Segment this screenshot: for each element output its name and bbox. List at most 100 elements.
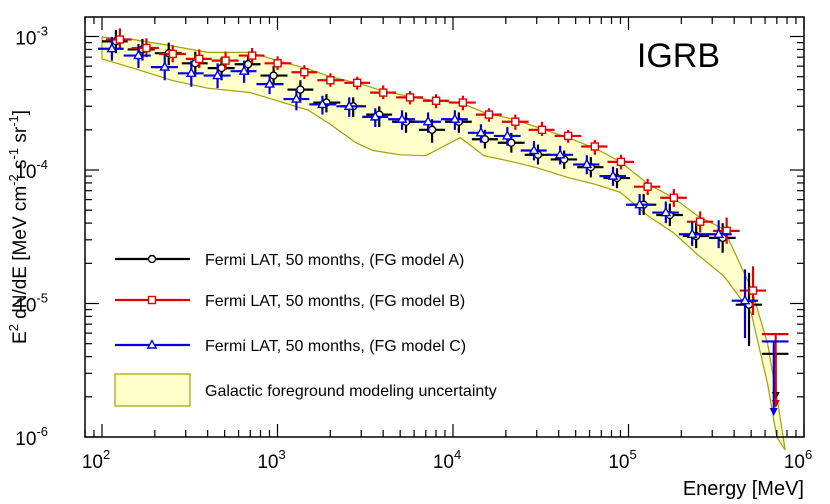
data-point xyxy=(300,68,309,77)
data-point xyxy=(217,63,226,73)
x-tick-label-exponent: 4 xyxy=(454,447,461,462)
data-point xyxy=(554,148,566,159)
y-axis-label: E2 dN/dE [MeV cm-2 s-1 sr-1] xyxy=(6,110,31,344)
y-tick-label-base: 10 xyxy=(15,296,36,317)
x-tick-label: 102 xyxy=(82,447,110,473)
data-point xyxy=(296,85,305,94)
data-point xyxy=(528,144,540,155)
data-point xyxy=(269,71,278,80)
data-point xyxy=(563,131,573,141)
upper-limit-c xyxy=(761,340,789,416)
data-point xyxy=(581,158,593,169)
data-point xyxy=(458,98,468,107)
upper-limit-arrow xyxy=(769,408,778,416)
data-point xyxy=(590,142,600,151)
y-tick-label-exponent: -4 xyxy=(36,157,48,172)
x-tick-label-exponent: 2 xyxy=(103,447,110,462)
x-tick-label: 106 xyxy=(784,447,812,473)
x-tick-label-base: 10 xyxy=(608,452,629,473)
y-tick-label: 10-6 xyxy=(15,424,48,450)
legend-entry-3: Fermi LAT, 50 months, (FG model C) xyxy=(115,338,466,355)
y-tick-label: 10-3 xyxy=(15,24,48,50)
data-point xyxy=(713,228,725,238)
data-point xyxy=(507,138,516,147)
y-axis-label-exponent: -1 xyxy=(6,148,21,160)
data-point xyxy=(264,78,275,88)
x-tick-label-exponent: 6 xyxy=(805,447,812,462)
data-point xyxy=(484,110,494,119)
data-point xyxy=(748,286,758,295)
data-point xyxy=(480,135,490,144)
data-point xyxy=(185,67,197,78)
series-c xyxy=(98,37,758,339)
legend-entry-2: Fermi LAT, 50 months, (FG model B) xyxy=(115,293,465,310)
data-point xyxy=(195,54,204,64)
data-point xyxy=(511,117,520,126)
data-point xyxy=(634,198,646,209)
data-point xyxy=(537,125,547,135)
data-point xyxy=(369,110,381,121)
data-point xyxy=(343,100,355,111)
data-point xyxy=(238,65,250,75)
series-b xyxy=(106,28,766,316)
data-point xyxy=(396,113,408,123)
x-tick-label-exponent: 3 xyxy=(278,447,285,462)
x-tick-label: 104 xyxy=(433,447,461,473)
data-point xyxy=(427,125,437,135)
y-axis-label-text: s xyxy=(10,159,31,174)
legend-entry-4: Galactic foreground modeling uncertainty xyxy=(114,373,497,407)
y-axis-label-exponent: 2 xyxy=(6,324,21,331)
legend-label: Galactic foreground modeling uncertainty xyxy=(205,383,497,400)
legend-box xyxy=(114,373,191,407)
chart-title: IGRB xyxy=(637,37,720,75)
y-tick-label: 10-4 xyxy=(15,157,48,183)
data-point xyxy=(142,43,151,53)
y-axis-label-text: sr xyxy=(10,126,31,148)
y-tick-label-exponent: -6 xyxy=(36,424,48,439)
data-point xyxy=(326,76,335,85)
y-tick-label-base: 10 xyxy=(15,29,36,50)
y-tick-label-base: 10 xyxy=(15,429,36,450)
data-point xyxy=(247,51,257,60)
y-axis-label-text: E xyxy=(10,331,31,344)
data-point xyxy=(695,217,705,226)
data-point xyxy=(422,115,434,126)
data-point xyxy=(290,93,302,103)
y-axis-label-exponent: -1 xyxy=(6,115,21,127)
legend-label: Fermi LAT, 50 months, (FG model A) xyxy=(205,252,464,269)
legend: Fermi LAT, 50 months, (FG model A) Fermi … xyxy=(114,252,497,407)
data-point xyxy=(243,60,253,69)
data-point xyxy=(405,93,415,102)
data-point xyxy=(660,206,672,217)
legend-label: Fermi LAT, 50 months, (FG model B) xyxy=(205,293,465,310)
y-axis-label-text: ] xyxy=(10,110,31,115)
y-axis-label-text: dN/dE [MeV cm xyxy=(10,186,31,324)
legend-label: Fermi LAT, 50 months, (FG model C) xyxy=(205,338,466,355)
data-point xyxy=(643,182,652,191)
series-layer xyxy=(98,28,766,347)
upper-limit-layer xyxy=(761,332,789,416)
x-tick-label-base: 10 xyxy=(82,452,103,473)
y-tick-label-base: 10 xyxy=(15,162,36,183)
data-point xyxy=(106,42,118,53)
y-axis-label-exponent: -2 xyxy=(6,174,21,186)
legend-marker xyxy=(147,295,157,305)
data-point xyxy=(431,96,441,105)
data-point xyxy=(353,78,362,88)
x-tick-label-exponent: 5 xyxy=(629,447,636,462)
data-point xyxy=(501,129,513,140)
legend-marker xyxy=(146,339,158,349)
x-tick-label-base: 10 xyxy=(257,452,278,473)
x-tick-label-base: 10 xyxy=(433,452,454,473)
data-point xyxy=(449,113,461,123)
x-tick-label: 103 xyxy=(257,447,285,473)
data-point xyxy=(616,157,626,167)
data-point xyxy=(212,69,223,80)
data-point xyxy=(115,35,125,44)
data-point xyxy=(273,59,282,68)
x-tick-label: 105 xyxy=(608,447,636,473)
legend-entry-1: Fermi LAT, 50 months, (FG model A) xyxy=(115,252,464,269)
